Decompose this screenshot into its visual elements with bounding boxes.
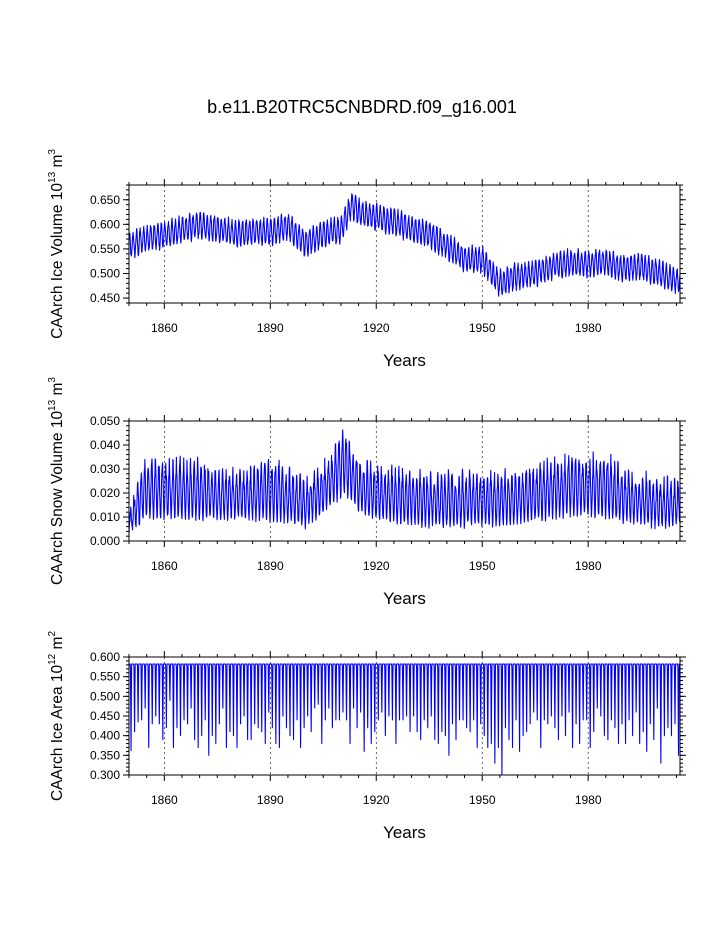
x-tick-label: 1980	[575, 321, 602, 335]
y-tick-label: 0.550	[90, 670, 120, 684]
y-axis-title-exponent: 13	[47, 171, 58, 183]
y-tick-label: 0.600	[90, 650, 120, 664]
y-axis-title-unit: m	[49, 637, 66, 654]
series-line-ice-area	[129, 663, 680, 775]
x-tick-label: 1920	[363, 793, 390, 807]
x-tick-label: 1950	[469, 321, 496, 335]
y-tick-label: 0.600	[90, 217, 120, 231]
y-axis-title-main: CAArch Snow Volume 10	[49, 411, 66, 585]
y-axis-title: CAArch Ice Area 1012 m2	[47, 631, 66, 801]
figure-title: b.e11.B20TRC5CNBDRD.f09_g16.001	[207, 97, 517, 118]
y-tick-label: 0.500	[90, 689, 120, 703]
x-tick-label: 1950	[469, 793, 496, 807]
panel-snow-volume: 1860 1890 1920 1950 1980 0.000 0.010 0.020 0.030…	[47, 377, 686, 608]
x-axis-title: Years	[383, 351, 426, 370]
x-tick-label: 1890	[257, 793, 284, 807]
panel-ice-area: 1860 1890 1920 1950 1980 0.300 0.350 0.400 0.450…	[47, 631, 686, 842]
y-tick-label: 0.000	[90, 534, 120, 548]
y-axis-title-unit: m	[49, 155, 66, 172]
x-tick-label: 1860	[151, 559, 178, 573]
x-tick-label: 1860	[151, 321, 178, 335]
y-axis-title-exponent: 12	[47, 653, 58, 665]
y-axis-title-unit-exponent: 3	[47, 149, 58, 155]
x-tick-label: 1920	[363, 559, 390, 573]
y-axis-title-main: CAArch Ice Volume 10	[49, 183, 66, 339]
y-axis-title: CAArch Ice Volume 1013 m3	[47, 149, 66, 339]
x-axis-title: Years	[383, 823, 426, 842]
y-tick-label: 0.400	[90, 729, 120, 743]
y-axis-title-unit-exponent: 2	[47, 631, 58, 637]
plot-frame	[128, 184, 681, 304]
x-axis-title: Years	[383, 589, 426, 608]
y-tick-label: 0.450	[90, 709, 120, 723]
y-tick-label: 0.010	[90, 510, 120, 524]
x-tick-label: 1980	[575, 559, 602, 573]
y-tick-label: 0.020	[90, 486, 120, 500]
y-tick-label: 0.040	[90, 438, 120, 452]
x-tick-label: 1890	[257, 559, 284, 573]
panel-ice-volume: 1860 1890 1920 1950 1980 0.450 0.500 0.550 0.600…	[47, 149, 686, 370]
y-tick-label: 0.030	[90, 462, 120, 476]
series-line-ice-volume	[129, 193, 680, 297]
y-tick-label: 0.500	[90, 267, 120, 281]
y-tick-label: 0.350	[90, 748, 120, 762]
x-tick-label: 1980	[575, 793, 602, 807]
x-tick-label: 1860	[151, 793, 178, 807]
x-tick-label: 1920	[363, 321, 390, 335]
y-axis-title-main: CAArch Ice Area 10	[49, 665, 66, 802]
y-axis-title-unit-exponent: 3	[47, 377, 58, 383]
y-tick-label: 0.050	[90, 414, 120, 428]
y-tick-label: 0.300	[90, 768, 120, 782]
x-tick-label: 1890	[257, 321, 284, 335]
y-axis-title-exponent: 13	[47, 399, 58, 411]
y-axis-title: CAArch Snow Volume 1013 m3	[47, 377, 66, 585]
y-tick-label: 0.650	[90, 193, 120, 207]
plot-frame	[128, 420, 681, 542]
series-line-snow-volume	[129, 429, 680, 535]
x-tick-label: 1950	[469, 559, 496, 573]
y-axis-title-unit: m	[49, 383, 66, 400]
y-tick-label: 0.450	[90, 291, 120, 305]
y-tick-label: 0.550	[90, 242, 120, 256]
